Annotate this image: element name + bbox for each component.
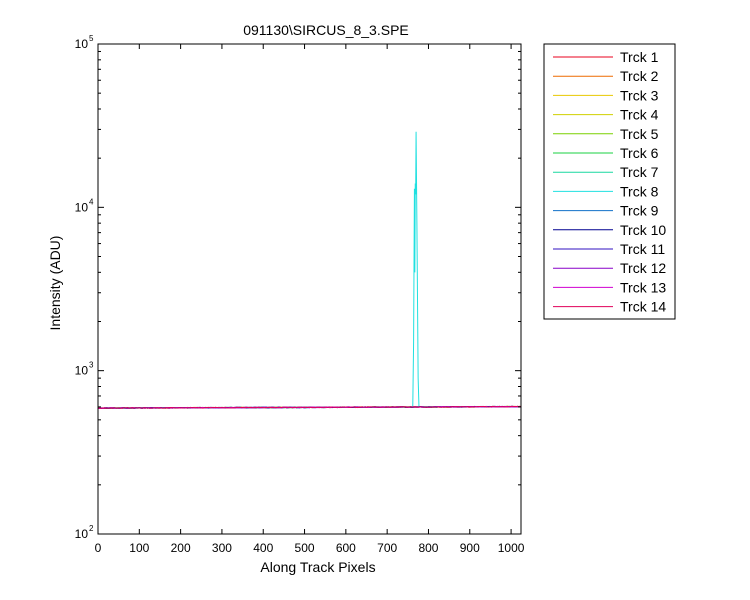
x-tick-label: 300: [212, 541, 232, 555]
legend-label: Trck 3: [620, 87, 659, 103]
legend-label: Trck 13: [620, 279, 666, 295]
x-tick-label: 200: [171, 541, 191, 555]
legend-label: Trck 1: [620, 49, 659, 65]
x-tick-label: 400: [253, 541, 273, 555]
legend-label: Trck 5: [620, 126, 659, 142]
series-line: [97, 405, 522, 409]
legend-label: Trck 6: [620, 145, 659, 161]
legend-label: Trck 11: [620, 241, 665, 257]
x-tick-label: 1000: [498, 541, 525, 555]
legend-label: Trck 8: [620, 183, 659, 199]
y-axis-label: Intensity (ADU): [47, 236, 63, 331]
y-tick-exponent: 4: [89, 197, 94, 206]
legend-items: Trck 1 Trck 2 Trck 3 Trck 4 Trck 5 Trck 6 Trck…: [553, 49, 666, 315]
x-tick-label: 100: [129, 541, 149, 555]
y-tick-label: 10: [75, 200, 89, 214]
x-tick-label: 700: [377, 541, 397, 555]
legend-label: Trck 14: [620, 299, 666, 315]
x-tick-label: 600: [336, 541, 356, 555]
x-tick-label: 0: [95, 541, 102, 555]
y-tick-exponent: 3: [89, 361, 94, 370]
x-tick-label: 800: [418, 541, 438, 555]
y-tick-label: 10: [75, 364, 89, 378]
legend-label: Trck 9: [620, 203, 659, 219]
y-tick-label: 10: [75, 37, 89, 51]
legend-label: Trck 12: [620, 260, 666, 276]
x-axis-label: Along Track Pixels: [260, 559, 375, 575]
y-tick-exponent: 5: [89, 34, 94, 43]
series-lines: [97, 131, 522, 409]
plot-area: [98, 44, 521, 534]
plot-frame: [97, 43, 522, 535]
legend-label: Trck 2: [620, 68, 659, 84]
legend-label: Trck 4: [620, 107, 659, 123]
legend-label: Trck 10: [620, 222, 666, 238]
x-axis: 0 100 200 300 400 500 600 700 800 900 1000: [95, 44, 525, 555]
y-tick-exponent: 2: [89, 524, 94, 533]
y-tick-label: 10: [75, 527, 89, 541]
x-tick-label: 900: [460, 541, 480, 555]
x-tick-label: 500: [295, 541, 315, 555]
legend-box: [543, 43, 676, 320]
legend: Trck 1 Trck 2 Trck 3 Trck 4 Trck 5 Trck 6 Trck…: [543, 43, 676, 320]
legend-label: Trck 7: [620, 164, 659, 180]
chart-title: 091130\SIRCUS_8_3.SPE: [243, 22, 409, 38]
